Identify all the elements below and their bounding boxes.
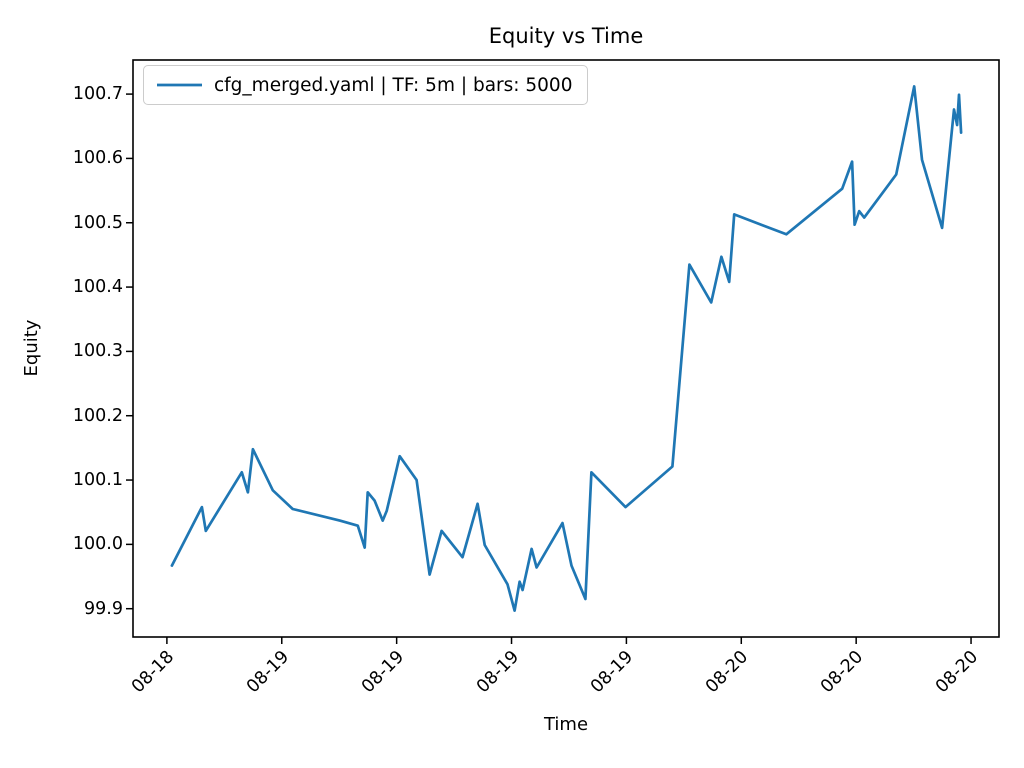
y-tick-label: 100.3 — [72, 341, 123, 362]
y-tick-label: 99.9 — [84, 598, 123, 619]
y-tick-label: 100.0 — [72, 534, 123, 555]
y-tick-label: 100.7 — [72, 84, 123, 105]
legend-line-sample — [157, 83, 202, 87]
axes-spines — [132, 59, 1000, 638]
legend: cfg_merged.yaml | TF: 5m | bars: 5000 — [143, 65, 589, 105]
y-tick-label: 100.6 — [72, 148, 123, 169]
y-tick-label: 100.2 — [72, 405, 123, 426]
equity-line — [170, 85, 963, 612]
y-tick-label: 100.1 — [72, 470, 123, 491]
x-axis-label: Time — [543, 714, 589, 735]
y-tick-label: 100.4 — [72, 277, 123, 298]
chart-title: Equity vs Time — [488, 24, 644, 48]
legend-label: cfg_merged.yaml | TF: 5m | bars: 5000 — [214, 74, 573, 96]
y-tick-label: 100.5 — [72, 212, 123, 233]
